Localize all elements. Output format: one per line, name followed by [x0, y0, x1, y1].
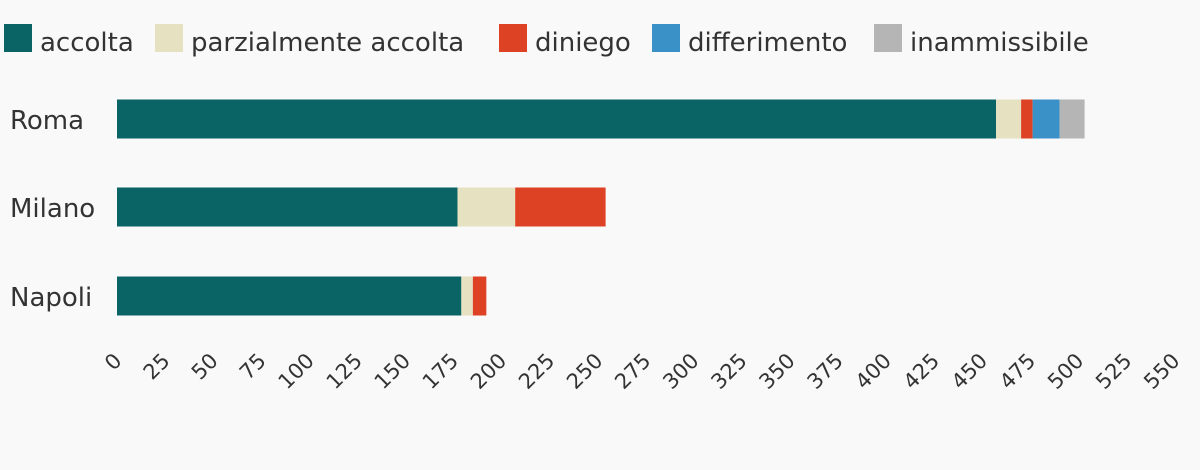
x-tick-label-350: 350	[754, 349, 799, 394]
x-tick-label-225: 225	[514, 349, 559, 394]
x-tick-label-425: 425	[899, 349, 944, 394]
legend-label-accolta: accolta	[40, 28, 134, 58]
category-label-milano: Milano	[10, 194, 95, 224]
x-tick-label-200: 200	[466, 349, 511, 394]
x-tick-label-400: 400	[851, 349, 896, 394]
bar-roma-accolta	[117, 99, 997, 139]
x-tick-label-375: 375	[803, 349, 848, 394]
x-tick-label-0: 0	[100, 349, 126, 375]
x-tick-label-525: 525	[1091, 349, 1136, 394]
bar-milano-accolta	[117, 187, 458, 227]
x-tick-label-475: 475	[995, 349, 1040, 394]
x-tick-label-275: 275	[610, 349, 655, 394]
bar-napoli-diniego	[472, 276, 487, 316]
legend: accolta parzialmente accolta diniego differ…	[4, 24, 1089, 58]
bar-napoli-accolta	[117, 276, 462, 316]
x-tick-label-450: 450	[947, 349, 992, 394]
x-tick-label-50: 50	[187, 349, 223, 385]
x-tick-label-100: 100	[274, 349, 319, 394]
legend-label-differimento: differimento	[688, 28, 847, 58]
bars	[117, 99, 1085, 316]
x-tick-label-125: 125	[322, 349, 367, 394]
x-tick-label-75: 75	[235, 349, 271, 385]
x-tick-label-300: 300	[658, 349, 703, 394]
legend-swatch-parzialmente-accolta	[155, 24, 183, 52]
bar-napoli-parzialmente-accolta	[461, 276, 473, 316]
x-tick-label-25: 25	[139, 349, 175, 385]
legend-swatch-differimento	[652, 24, 680, 52]
x-tick-label-250: 250	[562, 349, 607, 394]
x-tick-label-325: 325	[706, 349, 751, 394]
bar-milano-parzialmente-accolta	[457, 187, 516, 227]
category-labels: Roma Milano Napoli	[10, 106, 95, 313]
x-tick-label-550: 550	[1139, 349, 1184, 394]
x-tick-label-175: 175	[418, 349, 463, 394]
bar-milano-diniego	[515, 187, 606, 227]
x-tick-label-150: 150	[370, 349, 415, 394]
legend-label-diniego: diniego	[535, 28, 631, 58]
legend-label-inammissibile: inammissibile	[910, 28, 1089, 58]
category-label-roma: Roma	[10, 106, 84, 136]
bar-roma-parzialmente-accolta	[996, 99, 1022, 139]
legend-swatch-inammissibile	[874, 24, 902, 52]
bar-roma-inammissibile	[1059, 99, 1085, 139]
legend-swatch-diniego	[499, 24, 527, 52]
legend-label-parzialmente-accolta: parzialmente accolta	[191, 28, 464, 58]
x-axis-tick-labels: 0 25 50 75 100 125 150 175 200 225 250 275 300 325 350…	[100, 349, 1184, 394]
category-label-napoli: Napoli	[10, 283, 92, 313]
bar-roma-diniego	[1021, 99, 1033, 139]
x-tick-label-500: 500	[1043, 349, 1088, 394]
legend-swatch-accolta	[4, 24, 32, 52]
bar-roma-differimento	[1032, 99, 1060, 139]
